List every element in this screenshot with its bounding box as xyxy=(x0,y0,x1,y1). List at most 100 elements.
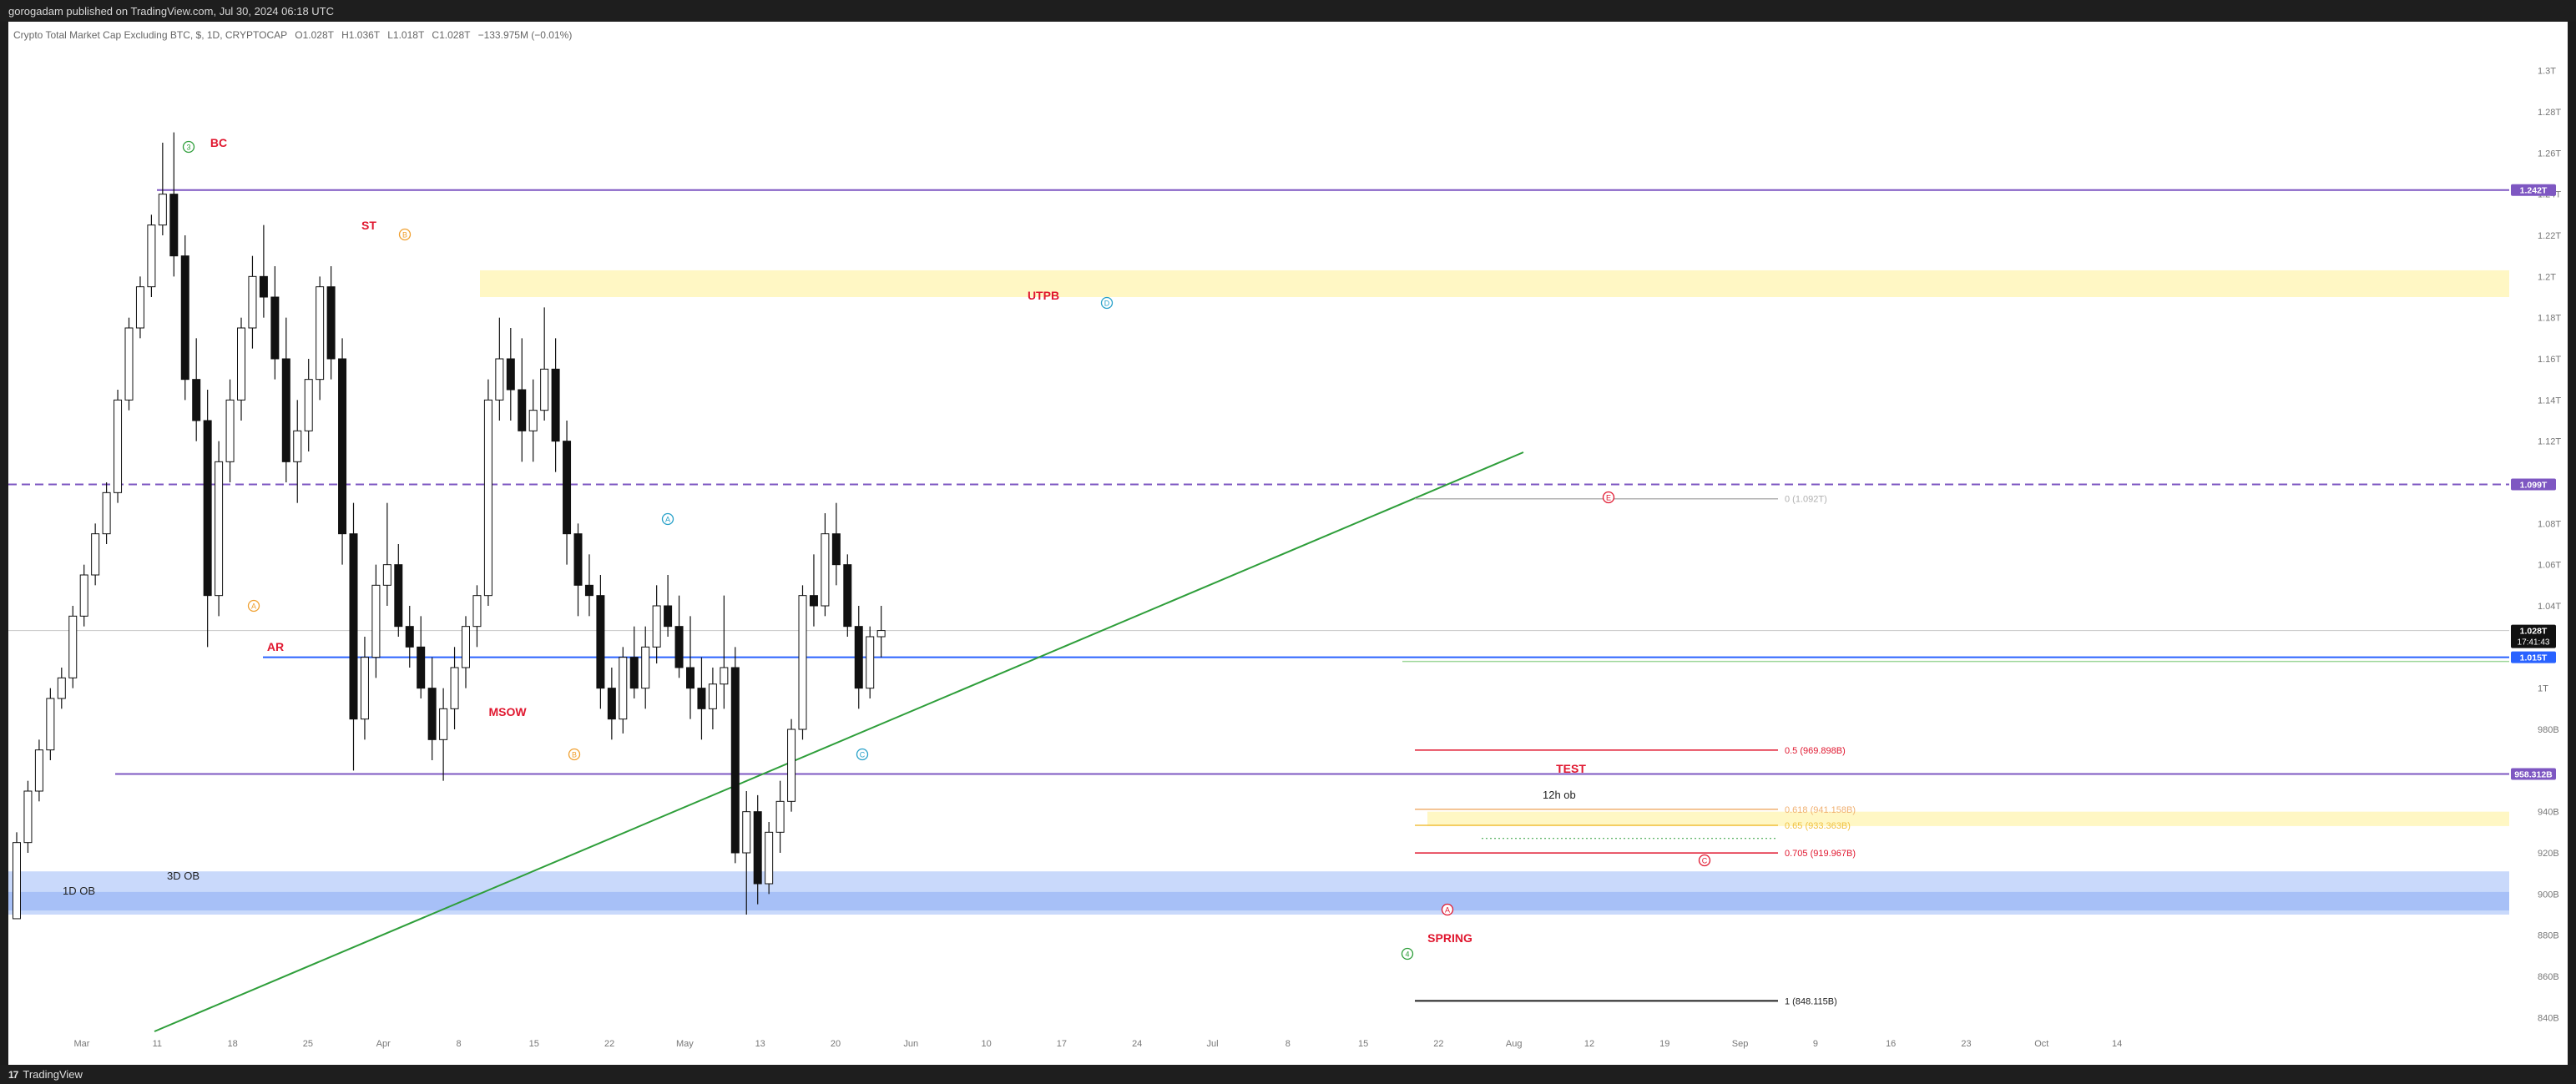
candle-down[interactable] xyxy=(607,688,616,720)
wave-marker xyxy=(856,748,869,761)
candle-down[interactable] xyxy=(674,626,684,668)
candle-down[interactable] xyxy=(854,626,863,689)
tradingview-logo[interactable]: 17 TradingView xyxy=(8,1068,83,1081)
candle-up[interactable] xyxy=(483,399,492,597)
candle-up[interactable] xyxy=(114,399,123,493)
candle-down[interactable] xyxy=(203,420,212,597)
candle-up[interactable] xyxy=(821,533,830,607)
candle-down[interactable] xyxy=(518,389,527,431)
candle-down[interactable] xyxy=(506,358,515,391)
legend-high: H1.036T xyxy=(341,29,381,41)
candle-up[interactable] xyxy=(215,461,224,597)
candle-down[interactable] xyxy=(270,296,280,360)
candles-layer[interactable] xyxy=(13,132,886,920)
wave-marker xyxy=(1401,947,1414,960)
candle-down[interactable] xyxy=(686,667,695,689)
markers-layer: 3 A B A B C D E 4 A C xyxy=(182,140,1711,960)
candle-down[interactable] xyxy=(730,667,740,854)
candle-down[interactable] xyxy=(281,358,290,462)
candle-up[interactable] xyxy=(742,811,751,854)
candle-up[interactable] xyxy=(304,379,313,431)
zones-layer xyxy=(8,270,2509,915)
fib-label: 0.618 (941.158B) xyxy=(1785,805,1856,815)
legend-change: −133.975M (−0.01%) xyxy=(478,29,573,41)
candle-up[interactable] xyxy=(528,410,538,431)
chart-panel[interactable]: 0 (1.092T) 0.5 (969.898B) 0.618 (941.158B)… xyxy=(8,22,2568,1065)
candle-up[interactable] xyxy=(708,683,717,709)
candle-down[interactable] xyxy=(192,379,201,421)
x-tick-label: 12 xyxy=(1584,1039,1594,1049)
y-tick-label: 920B xyxy=(2538,849,2559,859)
candle-down[interactable] xyxy=(664,605,673,628)
candle-up[interactable] xyxy=(316,286,325,381)
candle-up[interactable] xyxy=(124,327,134,401)
candle-up[interactable] xyxy=(158,194,167,226)
candle-down[interactable] xyxy=(629,657,639,689)
candle-up[interactable] xyxy=(720,667,729,685)
candle-up[interactable] xyxy=(237,327,245,401)
x-tick-label: 10 xyxy=(981,1039,991,1049)
candle-up[interactable] xyxy=(775,800,785,833)
candle-up[interactable] xyxy=(13,842,21,920)
candle-down[interactable] xyxy=(326,286,336,360)
candle-up[interactable] xyxy=(68,615,78,678)
candle-up[interactable] xyxy=(248,275,257,329)
candle-up[interactable] xyxy=(382,564,391,586)
candle-up[interactable] xyxy=(450,667,459,709)
candle-down[interactable] xyxy=(809,595,818,607)
wyckoff-label-test: TEST xyxy=(1556,762,1586,775)
candle-up[interactable] xyxy=(225,399,235,462)
candle-up[interactable] xyxy=(462,626,470,668)
wave-marker xyxy=(661,512,674,526)
candle-down[interactable] xyxy=(405,626,414,648)
candle-up[interactable] xyxy=(472,595,482,628)
candle-up[interactable] xyxy=(652,605,661,648)
candle-up[interactable] xyxy=(439,708,448,740)
candle-up[interactable] xyxy=(540,368,549,411)
wave-marker-label: C xyxy=(1702,857,1708,865)
candle-up[interactable] xyxy=(147,224,156,288)
candle-down[interactable] xyxy=(573,533,583,586)
zone-label-1d-ob: 1D OB xyxy=(63,885,95,897)
candle-down[interactable] xyxy=(180,255,189,381)
candle-up[interactable] xyxy=(787,729,796,802)
candle-up[interactable] xyxy=(371,584,381,658)
candle-up[interactable] xyxy=(46,698,55,751)
candle-down[interactable] xyxy=(169,194,179,257)
candle-down[interactable] xyxy=(596,595,605,689)
candle-down[interactable] xyxy=(843,564,852,628)
candle-up[interactable] xyxy=(102,492,111,535)
candle-up[interactable] xyxy=(765,831,774,885)
candle-up[interactable] xyxy=(876,630,886,638)
candle-down[interactable] xyxy=(584,584,593,597)
candle-down[interactable] xyxy=(417,646,426,689)
wave-marker xyxy=(1698,854,1711,867)
x-tick-label: Mar xyxy=(74,1039,90,1049)
candle-up[interactable] xyxy=(619,657,628,720)
candle-up[interactable] xyxy=(360,657,369,720)
candle-down[interactable] xyxy=(551,368,560,442)
candle-up[interactable] xyxy=(135,286,144,329)
candle-down[interactable] xyxy=(697,688,706,709)
candle-up[interactable] xyxy=(79,574,88,617)
candle-down[interactable] xyxy=(563,441,572,535)
candle-down[interactable] xyxy=(349,533,358,720)
candle-up[interactable] xyxy=(34,749,43,792)
candle-up[interactable] xyxy=(641,646,650,689)
candle-down[interactable] xyxy=(831,533,841,566)
candle-down[interactable] xyxy=(394,564,403,628)
candle-up[interactable] xyxy=(91,533,100,576)
candle-down[interactable] xyxy=(259,275,268,298)
candle-up[interactable] xyxy=(57,677,66,699)
candle-up[interactable] xyxy=(23,790,33,844)
candle-up[interactable] xyxy=(866,636,875,689)
price-chart[interactable]: 0 (1.092T) 0.5 (969.898B) 0.618 (941.158B)… xyxy=(8,22,2568,1065)
candle-down[interactable] xyxy=(338,358,347,535)
candle-up[interactable] xyxy=(495,358,504,401)
candle-down[interactable] xyxy=(753,811,762,885)
candle-up[interactable] xyxy=(798,595,807,730)
candle-up[interactable] xyxy=(293,430,302,462)
y-tick-label: 1.3T xyxy=(2538,67,2556,77)
green-trendline[interactable] xyxy=(154,451,1524,1032)
candle-down[interactable] xyxy=(427,688,437,740)
